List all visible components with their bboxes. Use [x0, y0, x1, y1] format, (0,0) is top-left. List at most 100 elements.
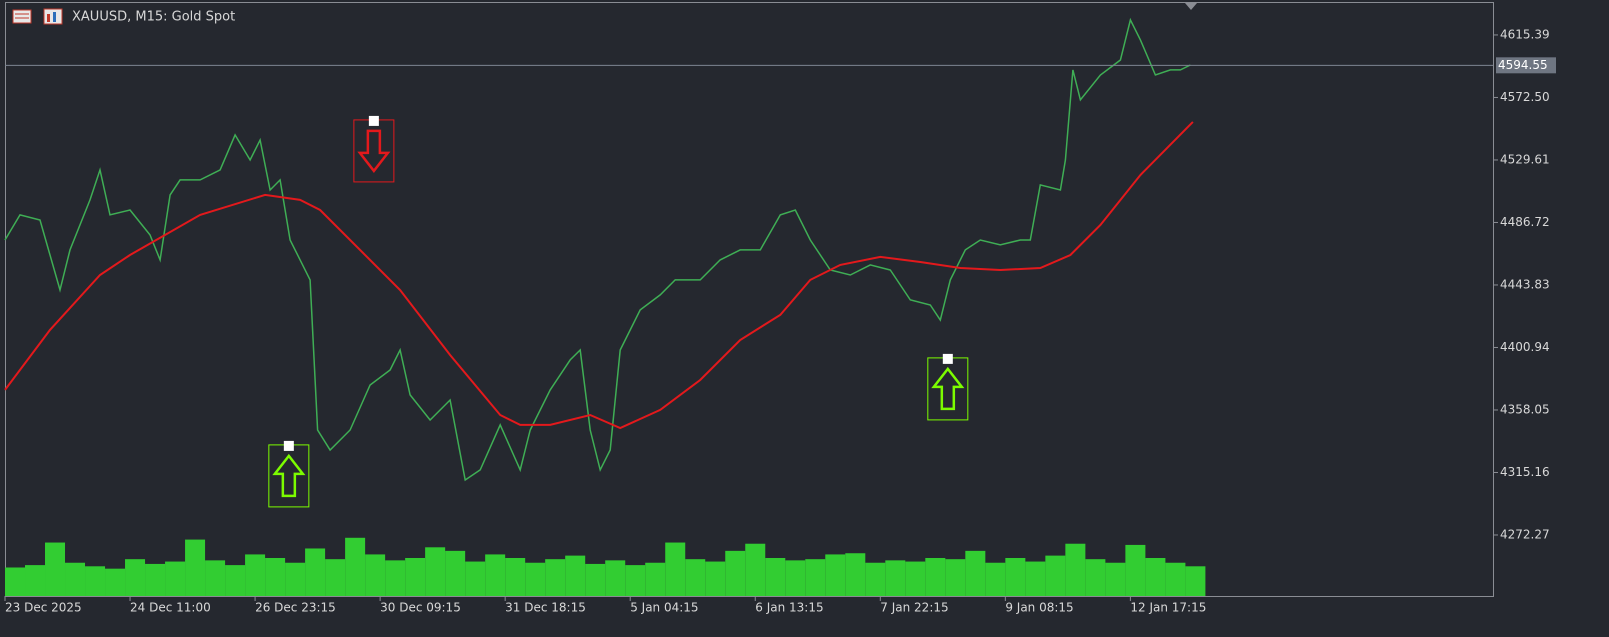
volume-bar	[965, 550, 986, 596]
volume-bar	[525, 562, 546, 596]
x-tick-label: 6 Jan 13:15	[755, 601, 823, 615]
volume-bar	[665, 542, 686, 596]
x-tick-label: 9 Jan 08:15	[1005, 601, 1073, 615]
volume-bar	[105, 568, 126, 596]
volume-bar	[985, 562, 1006, 596]
y-tick-label: 4443.83	[1500, 277, 1550, 291]
volume-bar	[605, 560, 626, 596]
volume-bar	[425, 547, 446, 596]
volume-bar	[65, 562, 86, 596]
volume-bar	[805, 559, 826, 596]
y-tick-label: 4400.94	[1500, 340, 1550, 354]
volume-bar	[685, 559, 706, 596]
signal-marker	[368, 115, 379, 126]
volume-bar	[325, 559, 346, 596]
volume-bar	[465, 561, 486, 596]
icon-list	[12, 9, 32, 24]
chart-title: XAUUSD, M15: Gold Spot	[72, 10, 235, 25]
volume-bar	[765, 557, 786, 596]
volume-bar	[885, 560, 906, 596]
volume-bar	[125, 559, 146, 596]
volume-bar	[565, 555, 586, 596]
volume-bar	[45, 542, 66, 596]
volume-bar	[1145, 557, 1166, 596]
shift-marker	[1185, 3, 1197, 10]
y-tick-label: 4529.61	[1500, 152, 1550, 166]
volume-bar	[205, 560, 226, 596]
volume-bar	[1065, 543, 1086, 596]
volume-bar	[165, 561, 186, 596]
signal-marker	[942, 353, 953, 364]
current-price-label: 4594.55	[1498, 58, 1548, 72]
x-tick-label: 26 Dec 23:15	[255, 601, 336, 615]
plot-frame	[5, 2, 1494, 597]
volume-bar	[5, 567, 26, 596]
volume-bar	[785, 560, 806, 596]
y-tick-label: 4315.16	[1500, 465, 1550, 479]
volume-bar	[25, 565, 46, 596]
volume-bar	[745, 543, 766, 596]
y-tick-label: 4615.39	[1500, 27, 1550, 41]
y-tick-label: 4272.27	[1500, 527, 1550, 541]
volume-bar	[485, 554, 506, 596]
current-price-box	[1496, 57, 1556, 74]
volume-bar	[1085, 559, 1106, 596]
signal-arrow	[272, 453, 306, 498]
volume-bar	[1045, 555, 1066, 596]
x-tick-label: 23 Dec 2025	[5, 601, 82, 615]
volume-bar	[845, 553, 866, 596]
x-tick-label: 31 Dec 18:15	[505, 601, 586, 615]
signal-down	[353, 115, 395, 183]
series-line	[4, 121, 1194, 430]
volume-bar	[305, 548, 326, 596]
volume-bar	[1025, 561, 1046, 596]
x-tick-label: 24 Dec 11:00	[130, 601, 211, 615]
volume-bar	[625, 565, 646, 596]
volume-bar	[505, 557, 526, 596]
volume-bar	[365, 554, 386, 596]
volume-bar	[825, 554, 846, 596]
volume-bar	[1165, 562, 1186, 596]
toolbar-icons	[12, 8, 63, 25]
x-tick-label: 30 Dec 09:15	[380, 601, 461, 615]
volume-bar	[865, 562, 886, 596]
volume-bar	[705, 561, 726, 596]
icon-bar	[53, 12, 56, 22]
signal-marker	[283, 440, 294, 451]
y-tick-label: 4572.50	[1500, 90, 1550, 104]
volume-bar	[405, 557, 426, 596]
volume-bar	[225, 565, 246, 596]
signal-up	[268, 440, 310, 508]
x-tick-label: 5 Jan 04:15	[630, 601, 698, 615]
volume-bar	[185, 539, 206, 596]
x-tick-label: 7 Jan 22:15	[880, 601, 948, 615]
volume-bar	[1125, 544, 1146, 596]
volume-bar	[445, 550, 466, 596]
icon-bar	[47, 14, 50, 22]
series-line	[4, 17, 1191, 482]
y-tick-label: 4486.72	[1500, 215, 1550, 229]
y-tick-label: 4358.05	[1500, 402, 1550, 416]
volume-bar	[85, 566, 106, 596]
volume-bar	[585, 563, 606, 596]
volume-bar	[925, 557, 946, 596]
volume-bar	[285, 562, 306, 596]
signal-arrow	[357, 129, 391, 173]
volume-bar	[145, 563, 166, 596]
volume-bar	[945, 559, 966, 596]
volume-bar	[385, 560, 406, 596]
signal-up	[927, 353, 969, 421]
signal-arrow	[931, 366, 965, 411]
volume-bar	[1185, 566, 1206, 596]
volume-bar	[725, 550, 746, 596]
volume-bar	[545, 559, 566, 596]
volume-bar	[345, 537, 366, 596]
volume-bar	[645, 562, 666, 596]
volume-bar	[265, 557, 286, 596]
volume-bar	[1105, 562, 1126, 596]
x-tick-label: 12 Jan 17:15	[1130, 601, 1206, 615]
volume-bar	[245, 554, 266, 596]
